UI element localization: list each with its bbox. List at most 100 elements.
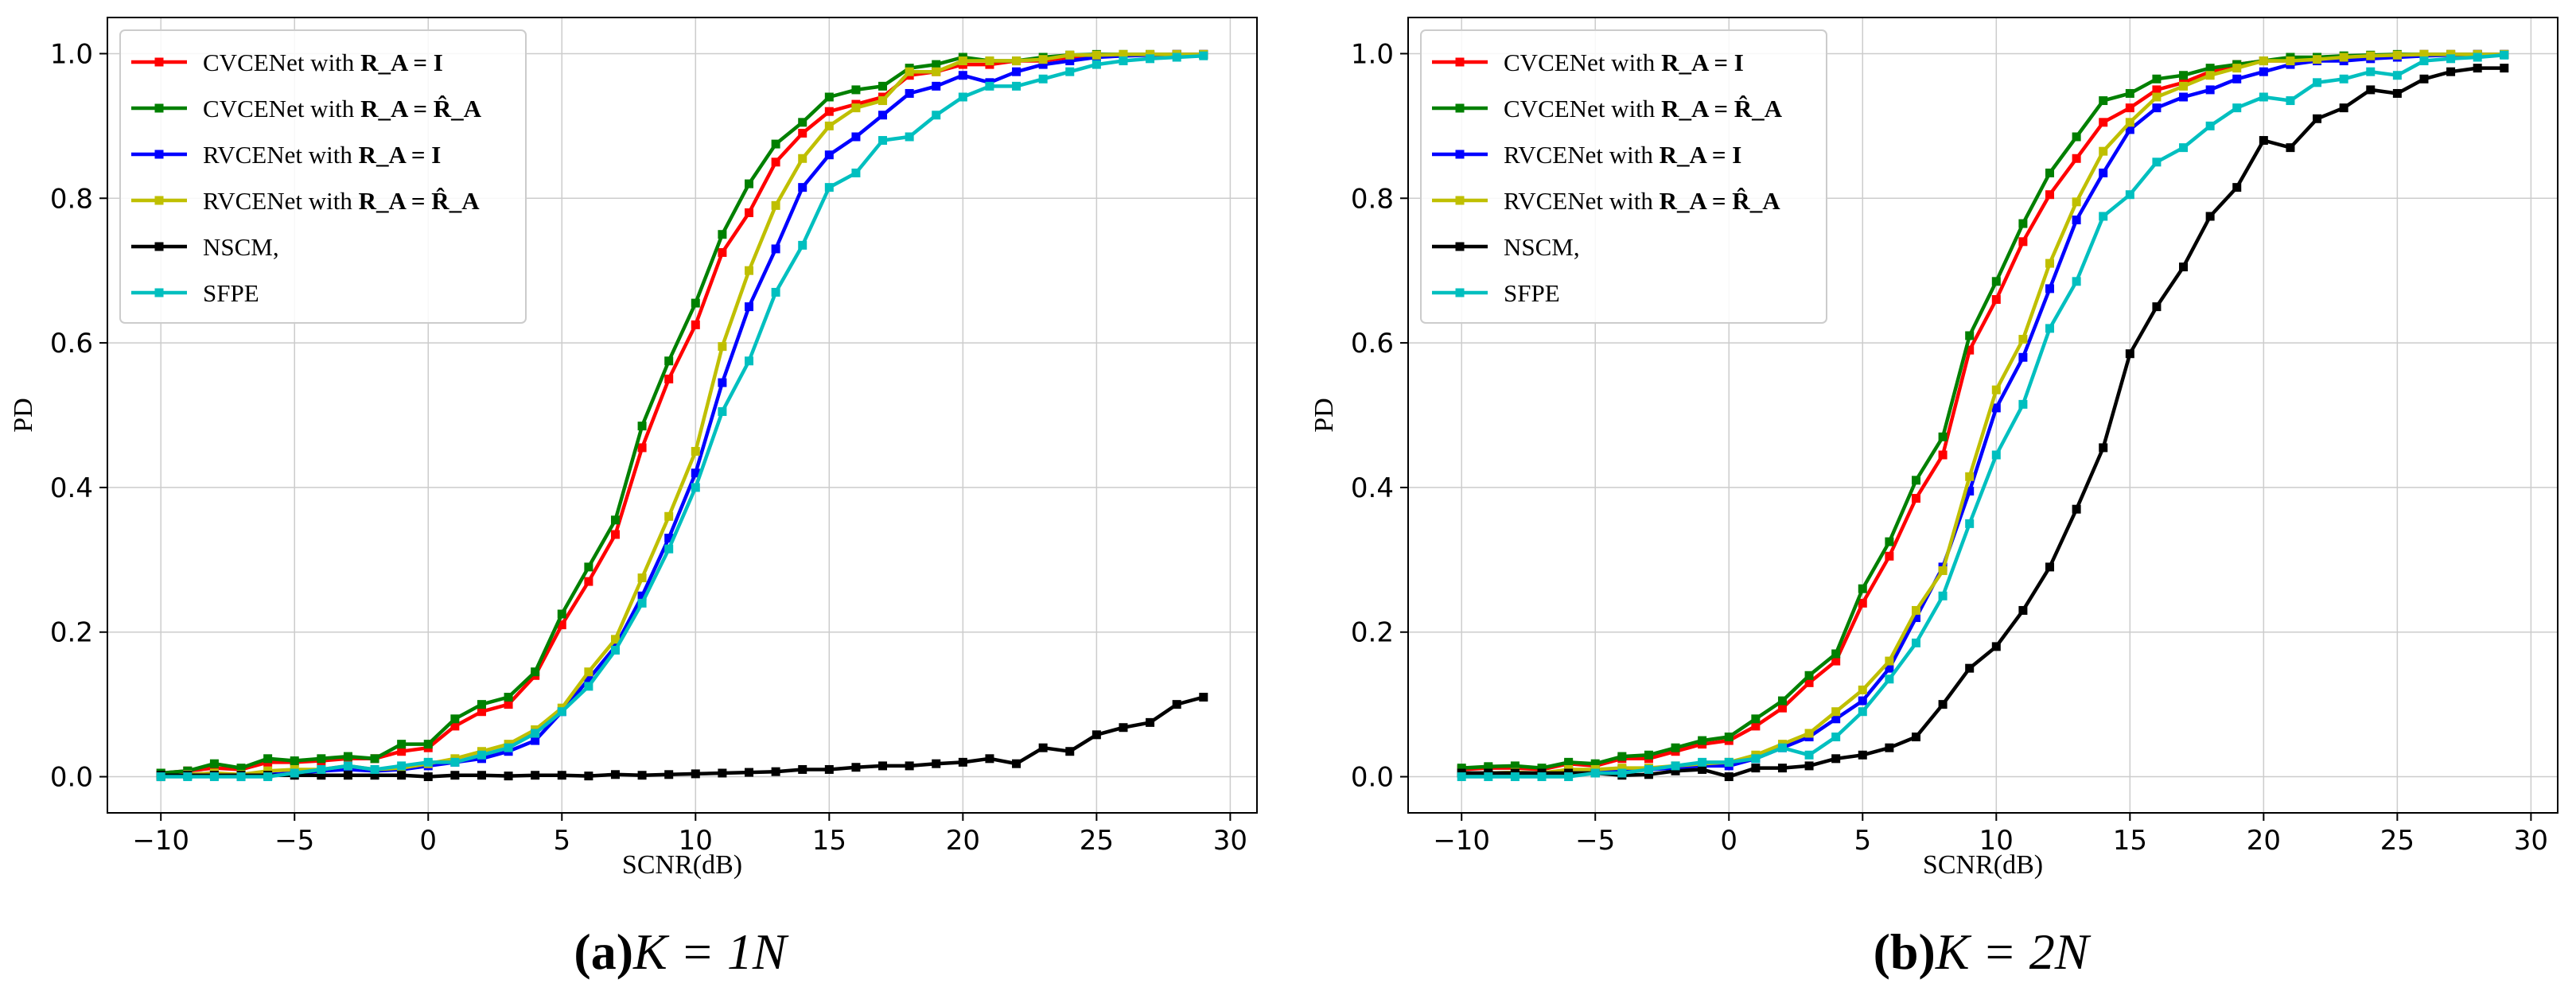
y-tick-label: 0.2 xyxy=(1351,617,1394,649)
legend-label: NSCM, xyxy=(203,233,279,261)
data-point xyxy=(824,764,834,774)
data-point xyxy=(370,764,379,774)
legend-swatch-marker xyxy=(154,103,164,113)
data-point xyxy=(2259,67,2268,76)
legend-label-math: R_A = I xyxy=(360,49,443,76)
data-point xyxy=(2419,56,2429,66)
y-tick-label: 0.8 xyxy=(1351,183,1394,215)
data-point xyxy=(1831,714,1841,724)
data-point xyxy=(824,107,834,116)
data-point xyxy=(504,772,513,781)
data-point xyxy=(290,756,299,766)
data-point xyxy=(1858,584,1867,593)
data-point xyxy=(477,707,486,717)
data-point xyxy=(2099,212,2108,221)
data-point xyxy=(2286,56,2295,66)
data-point xyxy=(718,378,727,387)
data-point xyxy=(691,298,700,308)
data-point xyxy=(584,682,593,691)
data-point xyxy=(1911,638,1920,647)
data-point xyxy=(2125,88,2134,98)
data-point xyxy=(1858,750,1867,760)
data-point xyxy=(1911,494,1920,503)
data-point xyxy=(1724,772,1734,782)
caption-letter: (a) xyxy=(574,923,633,980)
legend-box xyxy=(1420,29,1827,324)
series-line-cyan xyxy=(161,53,1204,779)
x-tick-label: 30 xyxy=(1213,825,1247,857)
data-point xyxy=(2205,212,2215,221)
data-point xyxy=(2072,277,2081,286)
legend-label: RVCENet with R_A = I xyxy=(1504,141,1741,169)
data-point xyxy=(2045,562,2055,572)
data-point xyxy=(504,700,513,709)
data-point xyxy=(1777,696,1787,705)
data-point xyxy=(1012,759,1021,768)
data-point xyxy=(183,772,193,782)
legend-label-math: R_A = I xyxy=(359,141,442,169)
data-point xyxy=(1885,743,1894,752)
data-point xyxy=(2205,71,2215,80)
data-point xyxy=(1885,656,1894,666)
data-point xyxy=(1146,54,1155,64)
data-point xyxy=(2018,335,2028,344)
data-point xyxy=(1199,51,1208,60)
data-point xyxy=(664,356,674,366)
data-point xyxy=(1804,678,1814,687)
data-point xyxy=(932,111,941,120)
data-point xyxy=(932,67,941,76)
data-point xyxy=(2339,74,2348,84)
data-point xyxy=(718,247,727,257)
data-point xyxy=(2125,349,2134,359)
data-point xyxy=(610,515,620,525)
data-point xyxy=(423,757,433,767)
y-tick-label: 0.4 xyxy=(1351,472,1394,504)
data-point xyxy=(2232,74,2242,84)
data-point xyxy=(1885,537,1894,546)
data-point xyxy=(236,772,246,782)
data-point xyxy=(1991,403,2001,413)
data-point xyxy=(824,150,834,160)
x-tick-label: 20 xyxy=(946,825,980,857)
x-tick-label: 25 xyxy=(2380,825,2415,857)
data-point xyxy=(637,422,647,431)
data-point xyxy=(1991,642,2001,651)
data-point xyxy=(2232,64,2242,73)
data-point xyxy=(1911,476,1920,485)
data-point xyxy=(584,772,593,781)
y-axis-label: PD xyxy=(1309,398,1339,432)
data-point xyxy=(584,577,593,586)
data-point xyxy=(317,754,326,764)
data-point xyxy=(2125,190,2134,200)
data-point xyxy=(2152,103,2162,113)
data-point xyxy=(2232,183,2242,192)
data-point xyxy=(824,121,834,130)
data-point xyxy=(1065,56,1075,66)
data-point xyxy=(2232,103,2242,113)
data-point xyxy=(718,768,727,778)
data-point xyxy=(2419,49,2429,59)
legend-entry-green: CVCENet with R_A = R̂_A xyxy=(131,95,482,122)
data-point xyxy=(343,752,352,761)
data-point xyxy=(1671,743,1680,752)
x-axis-label: SCNR(dB) xyxy=(1923,850,2043,880)
y-tick-label: 0.0 xyxy=(1351,762,1394,794)
data-point xyxy=(771,767,780,776)
data-point xyxy=(557,609,566,619)
data-point xyxy=(2419,74,2429,84)
data-point xyxy=(1457,764,1466,773)
data-point xyxy=(477,771,486,780)
data-point xyxy=(209,759,219,768)
data-point xyxy=(851,763,861,772)
data-point xyxy=(1858,696,1867,705)
data-point xyxy=(610,635,620,644)
data-point xyxy=(477,700,486,709)
data-point xyxy=(1698,757,1707,767)
series-line-blue xyxy=(161,52,1204,779)
legend-label-text: RVCENet with xyxy=(1504,141,1660,169)
data-point xyxy=(851,168,861,177)
data-point xyxy=(664,544,674,554)
data-point xyxy=(2500,50,2509,60)
data-point xyxy=(691,446,700,456)
data-point xyxy=(584,562,593,572)
